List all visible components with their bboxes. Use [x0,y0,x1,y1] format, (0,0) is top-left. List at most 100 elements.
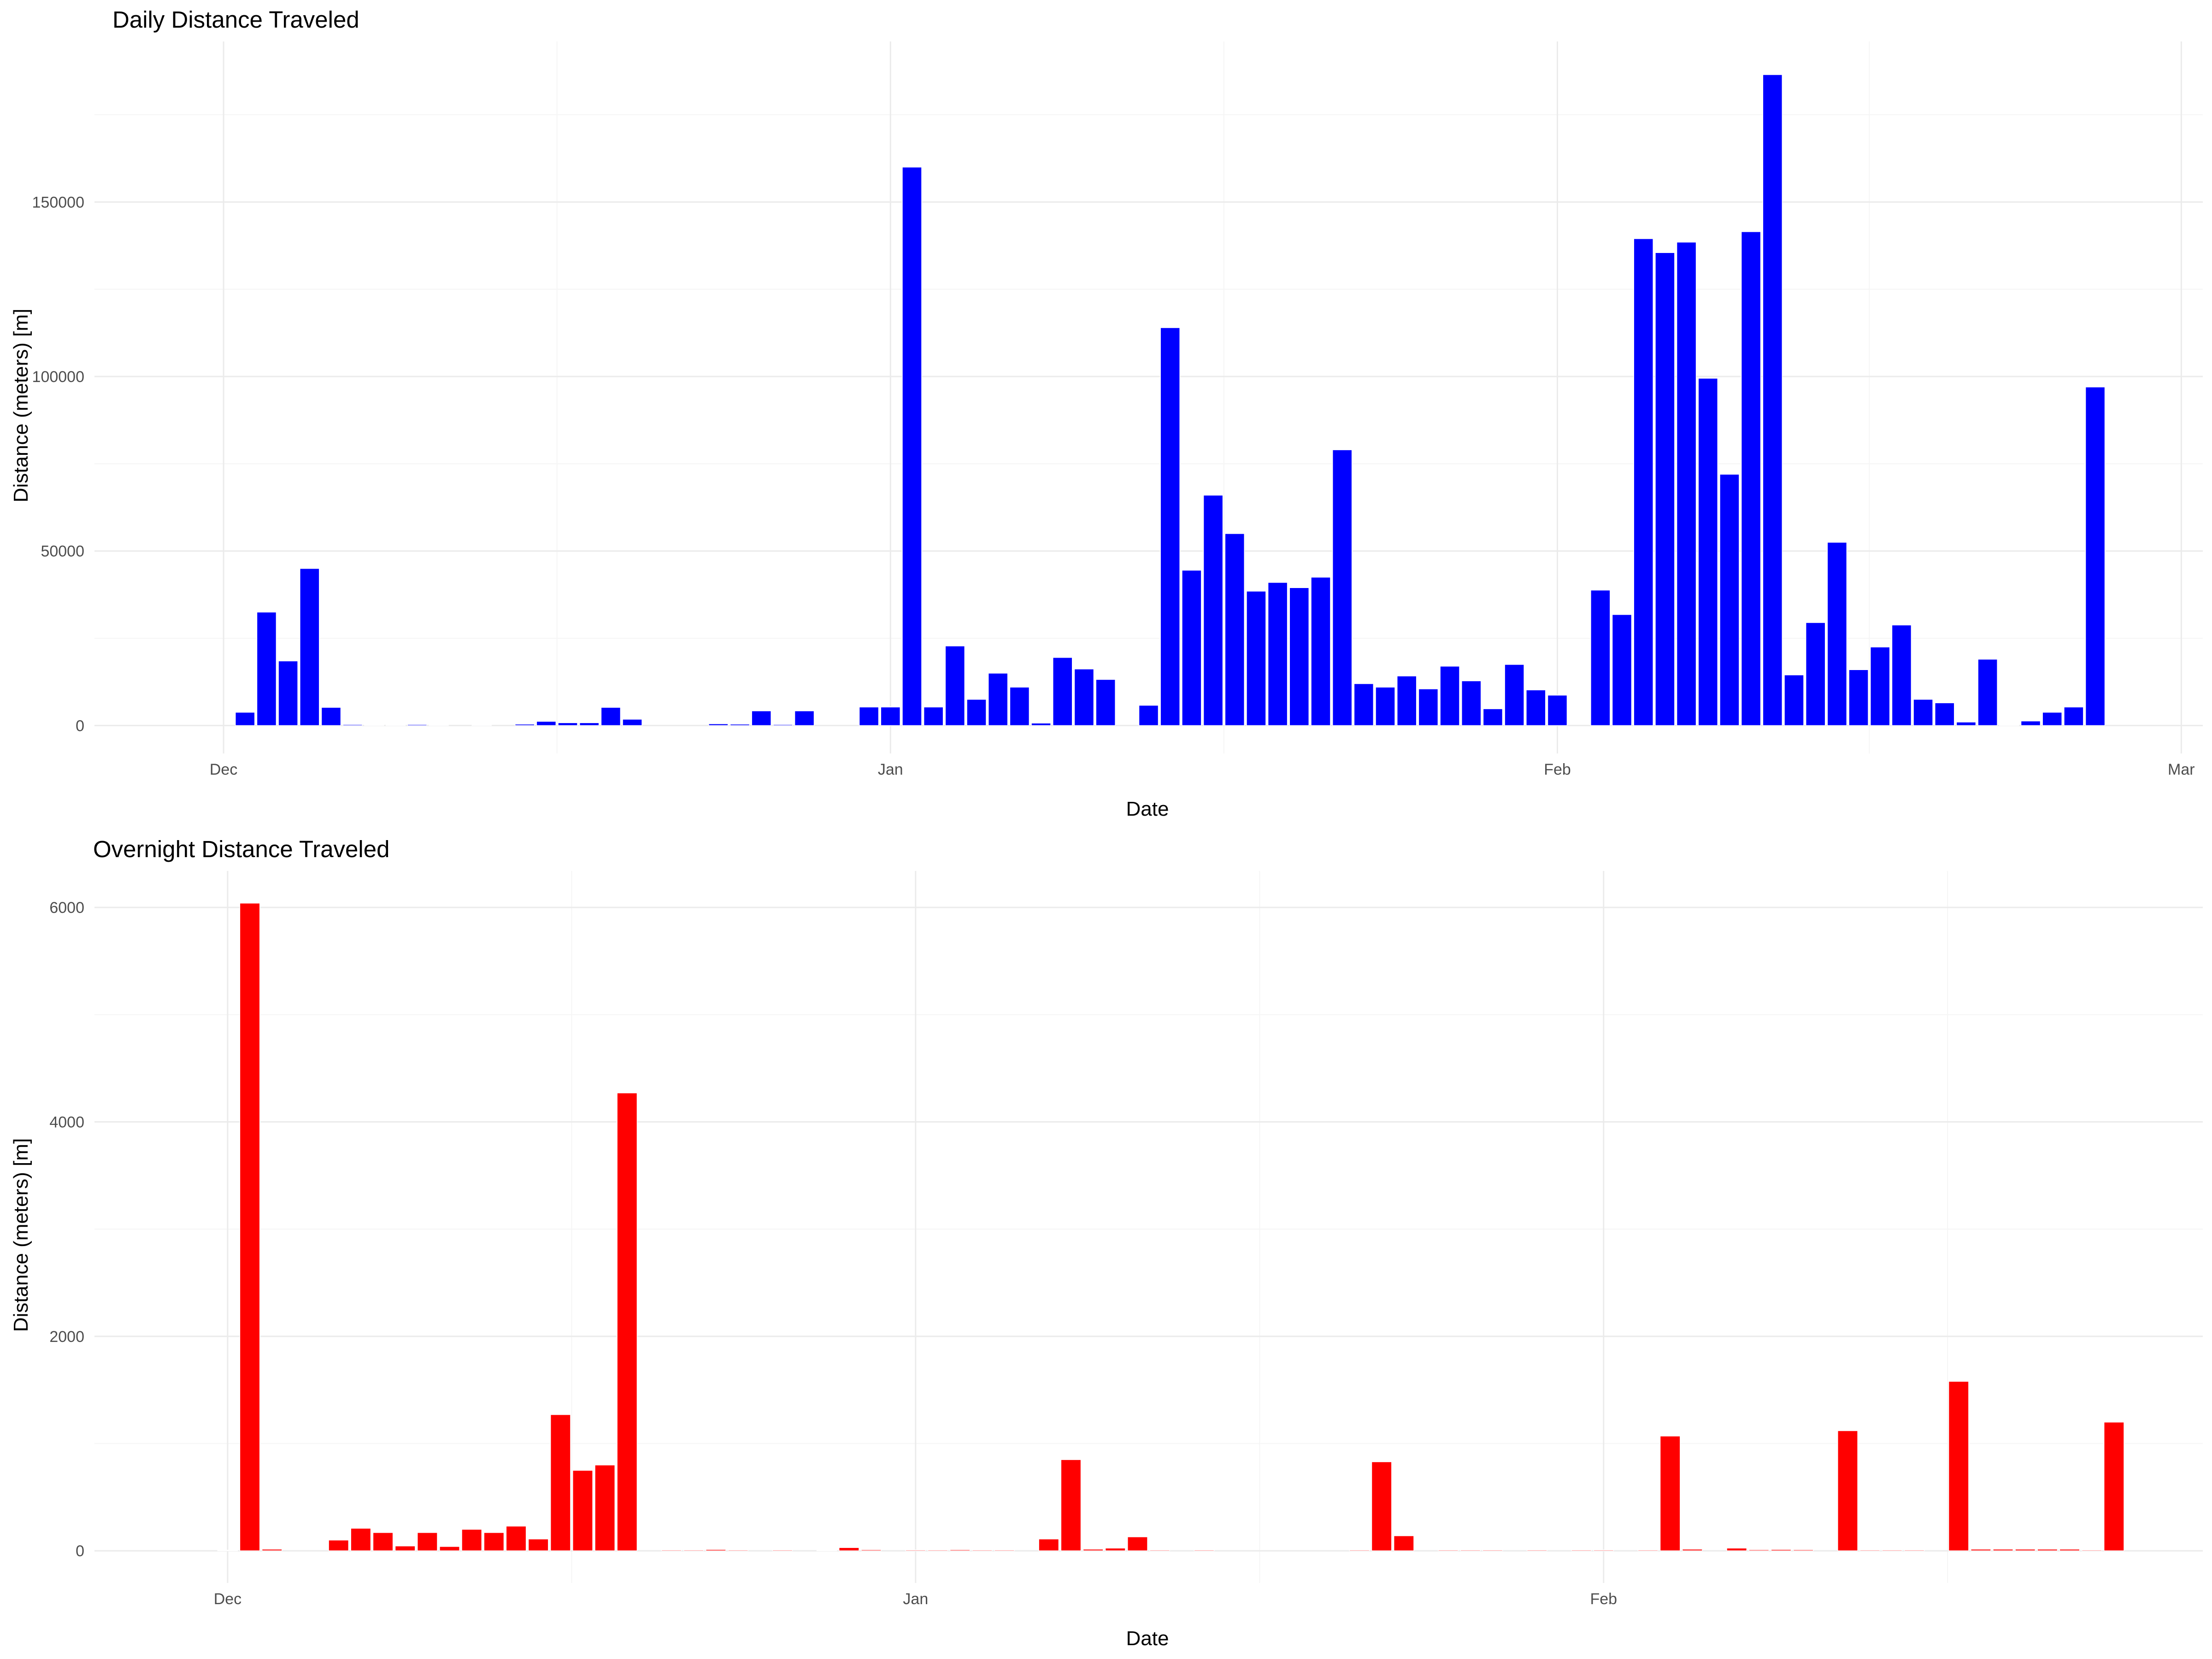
overnight-y-tick-labels: 0 2000 4000 6000 [49,899,84,1560]
bar [1935,702,1955,726]
bar [1105,1547,1126,1551]
bar [278,660,298,726]
overnight-distance-chart: 0 2000 4000 6000 Dec Jan Feb Overnight Distan… [10,836,2203,1650]
bar [905,1549,926,1551]
bar [1682,1548,1703,1551]
bar [350,1528,371,1551]
bar [1719,474,1740,726]
bar [1748,1549,1770,1551]
bar [1074,668,1094,726]
x-tick-label: Jan [878,761,903,778]
bar [1633,238,1653,726]
bar [1375,687,1395,726]
daily-x-axis-title: Date [1126,798,1169,820]
bar [1127,1536,1148,1551]
bar [1060,1459,1082,1551]
daily-grid [94,41,2203,753]
overnight-grid [94,871,2203,1583]
bar [1999,724,2019,726]
bar [394,1545,416,1551]
bar [364,724,384,726]
x-tick-label: Mar [2168,761,2195,778]
bar [859,706,879,726]
bar [1956,722,1977,726]
bar [1771,1549,1792,1551]
bar [1311,577,1331,726]
bar [300,568,320,726]
bar [1267,582,1288,726]
bar [2103,1422,2124,1551]
bar [558,722,578,726]
bar [617,1092,638,1551]
bar [1483,708,1503,726]
bar [994,1549,1015,1551]
bar [1203,494,1224,726]
y-tick-label: 50000 [41,543,84,560]
bar [1396,676,1417,726]
x-tick-label: Feb [1590,1590,1617,1608]
bar [1440,665,1460,726]
daily-distance-panel: 0 50000 100000 150000 Dec Jan Feb Mar Daily Di… [10,6,2203,820]
bar [816,1550,837,1551]
overnight-bars [217,903,2124,1551]
bar [2081,1549,2102,1551]
bar [728,1549,748,1551]
bar [2042,712,2062,726]
bar [600,707,621,726]
daily-y-tick-labels: 0 50000 100000 150000 [32,194,84,735]
bar [1009,687,1030,726]
bar [407,724,428,726]
bar [1332,449,1353,726]
bar [328,1540,349,1551]
bar [1870,647,1890,726]
overnight-x-axis-title: Date [1126,1627,1169,1650]
bar [429,724,449,726]
bar [1655,252,1675,726]
bar [1741,231,1761,726]
bar [1659,1435,1681,1551]
bar [1784,674,1804,726]
y-tick-label: 0 [76,1542,84,1560]
bar [1837,1430,1858,1551]
x-tick-label: Dec [214,1590,241,1608]
bar [838,1547,859,1551]
bar [773,724,793,726]
bar [927,1549,948,1551]
bar [1547,694,1568,726]
bar [261,1548,282,1551]
bar [1461,680,1482,726]
bar [1590,589,1611,726]
bar [1977,659,1998,726]
bar [1031,723,1051,726]
bar [2015,1548,2036,1551]
bar [594,1465,616,1551]
bar [1612,614,1632,726]
bar [988,673,1008,726]
bar [572,1470,593,1551]
bar [772,1549,793,1551]
bar [1082,1548,1104,1551]
bar [1526,689,1546,726]
bar [1224,533,1245,726]
bar [2020,720,2041,726]
bar [1182,570,1202,726]
bar [1762,74,1783,726]
bar [1289,587,1310,726]
bar [1353,683,1374,726]
bar [461,1529,482,1551]
bar [622,719,642,726]
bar [902,166,922,726]
bar [1149,1549,1171,1551]
bar [661,1549,682,1551]
y-tick-label: 4000 [49,1113,84,1131]
bar [342,724,363,726]
daily-x-tick-labels: Dec Jan Feb Mar [210,761,2195,778]
daily-y-axis-title: Distance (meters) [m] [10,309,32,503]
bar [528,1538,549,1551]
bar [966,699,987,726]
bar [1371,1461,1392,1551]
bar [1038,1538,1059,1551]
bar [1349,1549,1370,1551]
y-tick-label: 150000 [32,194,84,211]
bar [1053,657,1073,726]
